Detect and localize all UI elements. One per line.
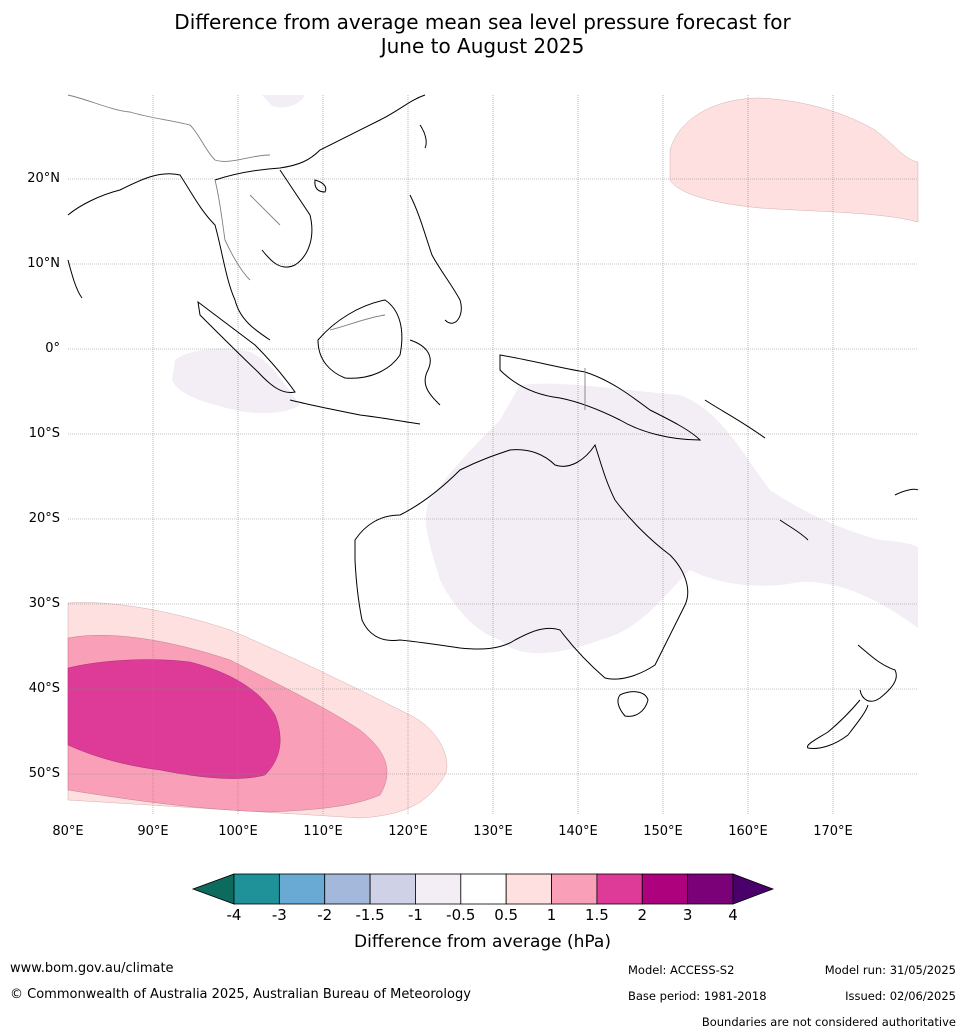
colorbar-extend-low (191, 873, 235, 905)
colorbar-swatch (641, 873, 689, 905)
coast-hainan (314, 179, 327, 193)
coast-philippines (409, 194, 462, 324)
coast-fiji (894, 488, 919, 496)
colorbar-swatch (233, 873, 280, 905)
coast-sumatra (197, 300, 296, 394)
coast-java (289, 399, 421, 425)
lon-label-150e: 150°E (643, 824, 683, 839)
lat-label-0: 0° (45, 341, 60, 356)
colorbar-swatch (324, 873, 371, 905)
lon-label-120e: 120°E (388, 824, 428, 839)
lon-label-140e: 140°E (558, 824, 598, 839)
footer-model-run: Model run: 31/05/2025 (824, 963, 956, 977)
colorbar-tick-label: -2 (317, 906, 333, 924)
colorbar (191, 873, 775, 905)
coast-tasmania (617, 691, 649, 717)
footer-base-period: Base period: 1981-2018 (628, 989, 767, 1003)
colorbar-tick-label: -0.5 (446, 906, 476, 924)
lon-label-80e: 80°E (52, 824, 84, 839)
colorbar-swatch (596, 873, 643, 905)
colorbar-swatch (415, 873, 462, 905)
country-boundaries (67, 94, 586, 410)
lon-label-110e: 110°E (303, 824, 343, 839)
footer-issued: Issued: 02/06/2025 (845, 989, 956, 1003)
lat-label-10s: 10°S (28, 426, 60, 441)
title-line-2: June to August 2025 (380, 34, 585, 58)
coast-borneo (317, 299, 403, 379)
title-line-1: Difference from average mean sea level p… (174, 10, 791, 34)
colorbar-swatch (687, 873, 734, 905)
coast-vietnam (261, 169, 313, 268)
coast-sulawesi (409, 339, 441, 406)
colorbar-tick-label: -4 (226, 906, 242, 924)
colorbar-tick-label: -1.5 (355, 906, 385, 924)
anomaly-positive-3 (67, 659, 281, 779)
coast-nz-north (857, 644, 897, 702)
colorbar-extend-high (732, 873, 775, 905)
colorbar-swatch (278, 873, 326, 905)
graticule (68, 95, 918, 815)
colorbar-swatch (551, 873, 598, 905)
anomaly-shading (67, 95, 919, 819)
coast-india (67, 259, 83, 299)
colorbar-tick-label: 3 (682, 906, 693, 924)
chart-title: Difference from average mean sea level p… (0, 10, 965, 58)
colorbar-tick-label: -3 (271, 906, 287, 924)
lon-label-90e: 90°E (137, 824, 169, 839)
anomaly-negative-top (262, 95, 305, 108)
anomaly-negative-australia (425, 383, 918, 654)
anomaly-positive-pacific (669, 97, 919, 223)
anomaly-negative-indonesia (172, 348, 300, 414)
colorbar-swatch (505, 873, 552, 905)
lon-label-160e: 160°E (728, 824, 768, 839)
lat-label-50s: 50°S (28, 766, 60, 781)
footer-url[interactable]: www.bom.gov.au/climate (10, 961, 174, 976)
lat-label-20s: 20°S (28, 511, 60, 526)
coast-taiwan (419, 124, 427, 149)
footer-copyright: © Commonwealth of Australia 2025, Austra… (10, 987, 471, 1002)
lon-label-170e: 170°E (813, 824, 853, 839)
colorbar-tick-label: 0.5 (494, 906, 519, 924)
colorbar-tick-label: 4 (728, 906, 738, 924)
coast-solomons (704, 399, 766, 439)
lat-label-40s: 40°S (28, 681, 60, 696)
footer-disclaimer: Boundaries are not considered authoritat… (701, 1015, 956, 1029)
lat-label-20n: 20°N (27, 171, 60, 186)
colorbar-label: Difference from average (hPa) (354, 932, 611, 952)
coast-nz-south (806, 699, 869, 749)
colorbar-tick-label: -1 (407, 906, 423, 924)
coast-new-caledonia (779, 519, 809, 541)
coast-asia (67, 94, 426, 341)
footer-model: Model: ACCESS-S2 (628, 963, 735, 977)
colorbar-tick-label: 1 (546, 906, 557, 924)
colorbar-tick-label: 1.5 (584, 906, 609, 924)
lon-label-100e: 100°E (218, 824, 258, 839)
lat-label-10n: 10°N (27, 256, 60, 271)
colorbar-tick-label: 2 (637, 906, 648, 924)
lat-label-30s: 30°S (28, 596, 60, 611)
colorbar-swatch (369, 873, 416, 905)
colorbar-swatch (460, 873, 507, 905)
lon-label-130e: 130°E (473, 824, 513, 839)
coast-australia (354, 443, 689, 680)
